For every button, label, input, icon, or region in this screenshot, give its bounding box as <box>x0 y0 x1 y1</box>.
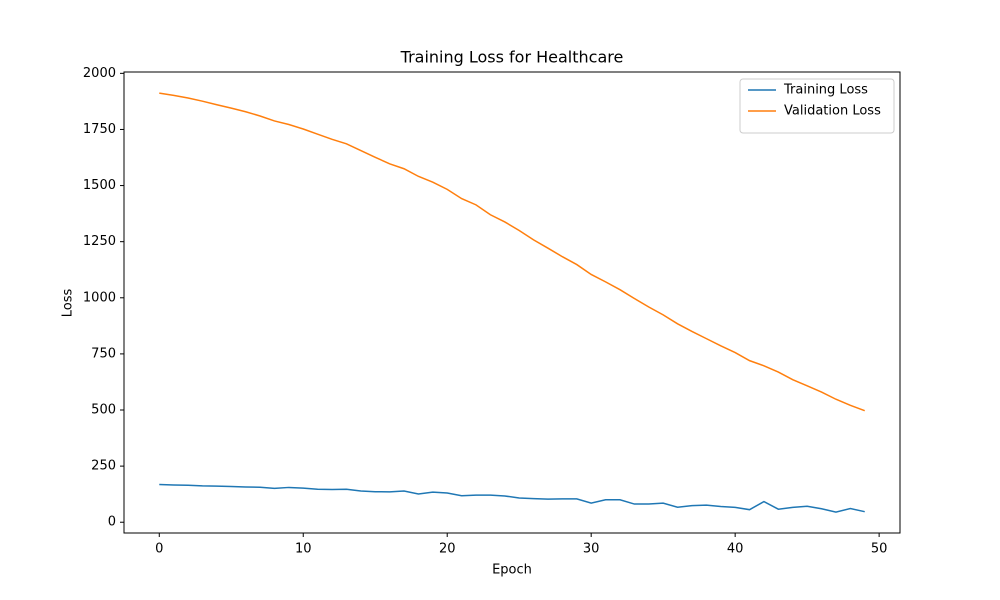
x-axis-label: Epoch <box>492 563 532 578</box>
y-tick-label: 500 <box>91 403 116 418</box>
x-tick-label: 50 <box>871 542 888 557</box>
y-tick-label: 250 <box>91 459 116 474</box>
y-tick-label: 1500 <box>83 178 116 193</box>
y-tick-label: 1750 <box>83 122 116 137</box>
x-tick-label: 10 <box>295 542 312 557</box>
x-tick-label: 30 <box>583 542 600 557</box>
chart-title: Training Loss for Healthcare <box>400 48 624 67</box>
legend-label: Validation Loss <box>784 104 881 119</box>
y-tick-label: 1250 <box>83 234 116 249</box>
y-tick-label: 750 <box>91 346 116 361</box>
y-tick-label: 2000 <box>83 66 116 81</box>
line-series <box>159 483 865 513</box>
legend-label: Training Loss <box>783 83 868 98</box>
x-tick-label: 0 <box>155 542 163 557</box>
line-series <box>159 92 865 412</box>
y-tick-label: 1000 <box>83 290 116 305</box>
plot-frame <box>123 71 901 534</box>
y-axis-label: Loss <box>61 289 76 318</box>
x-tick-label: 20 <box>439 542 456 557</box>
x-tick-label: 40 <box>727 542 744 557</box>
legend-box <box>739 78 895 134</box>
y-tick-label: 0 <box>108 515 116 530</box>
